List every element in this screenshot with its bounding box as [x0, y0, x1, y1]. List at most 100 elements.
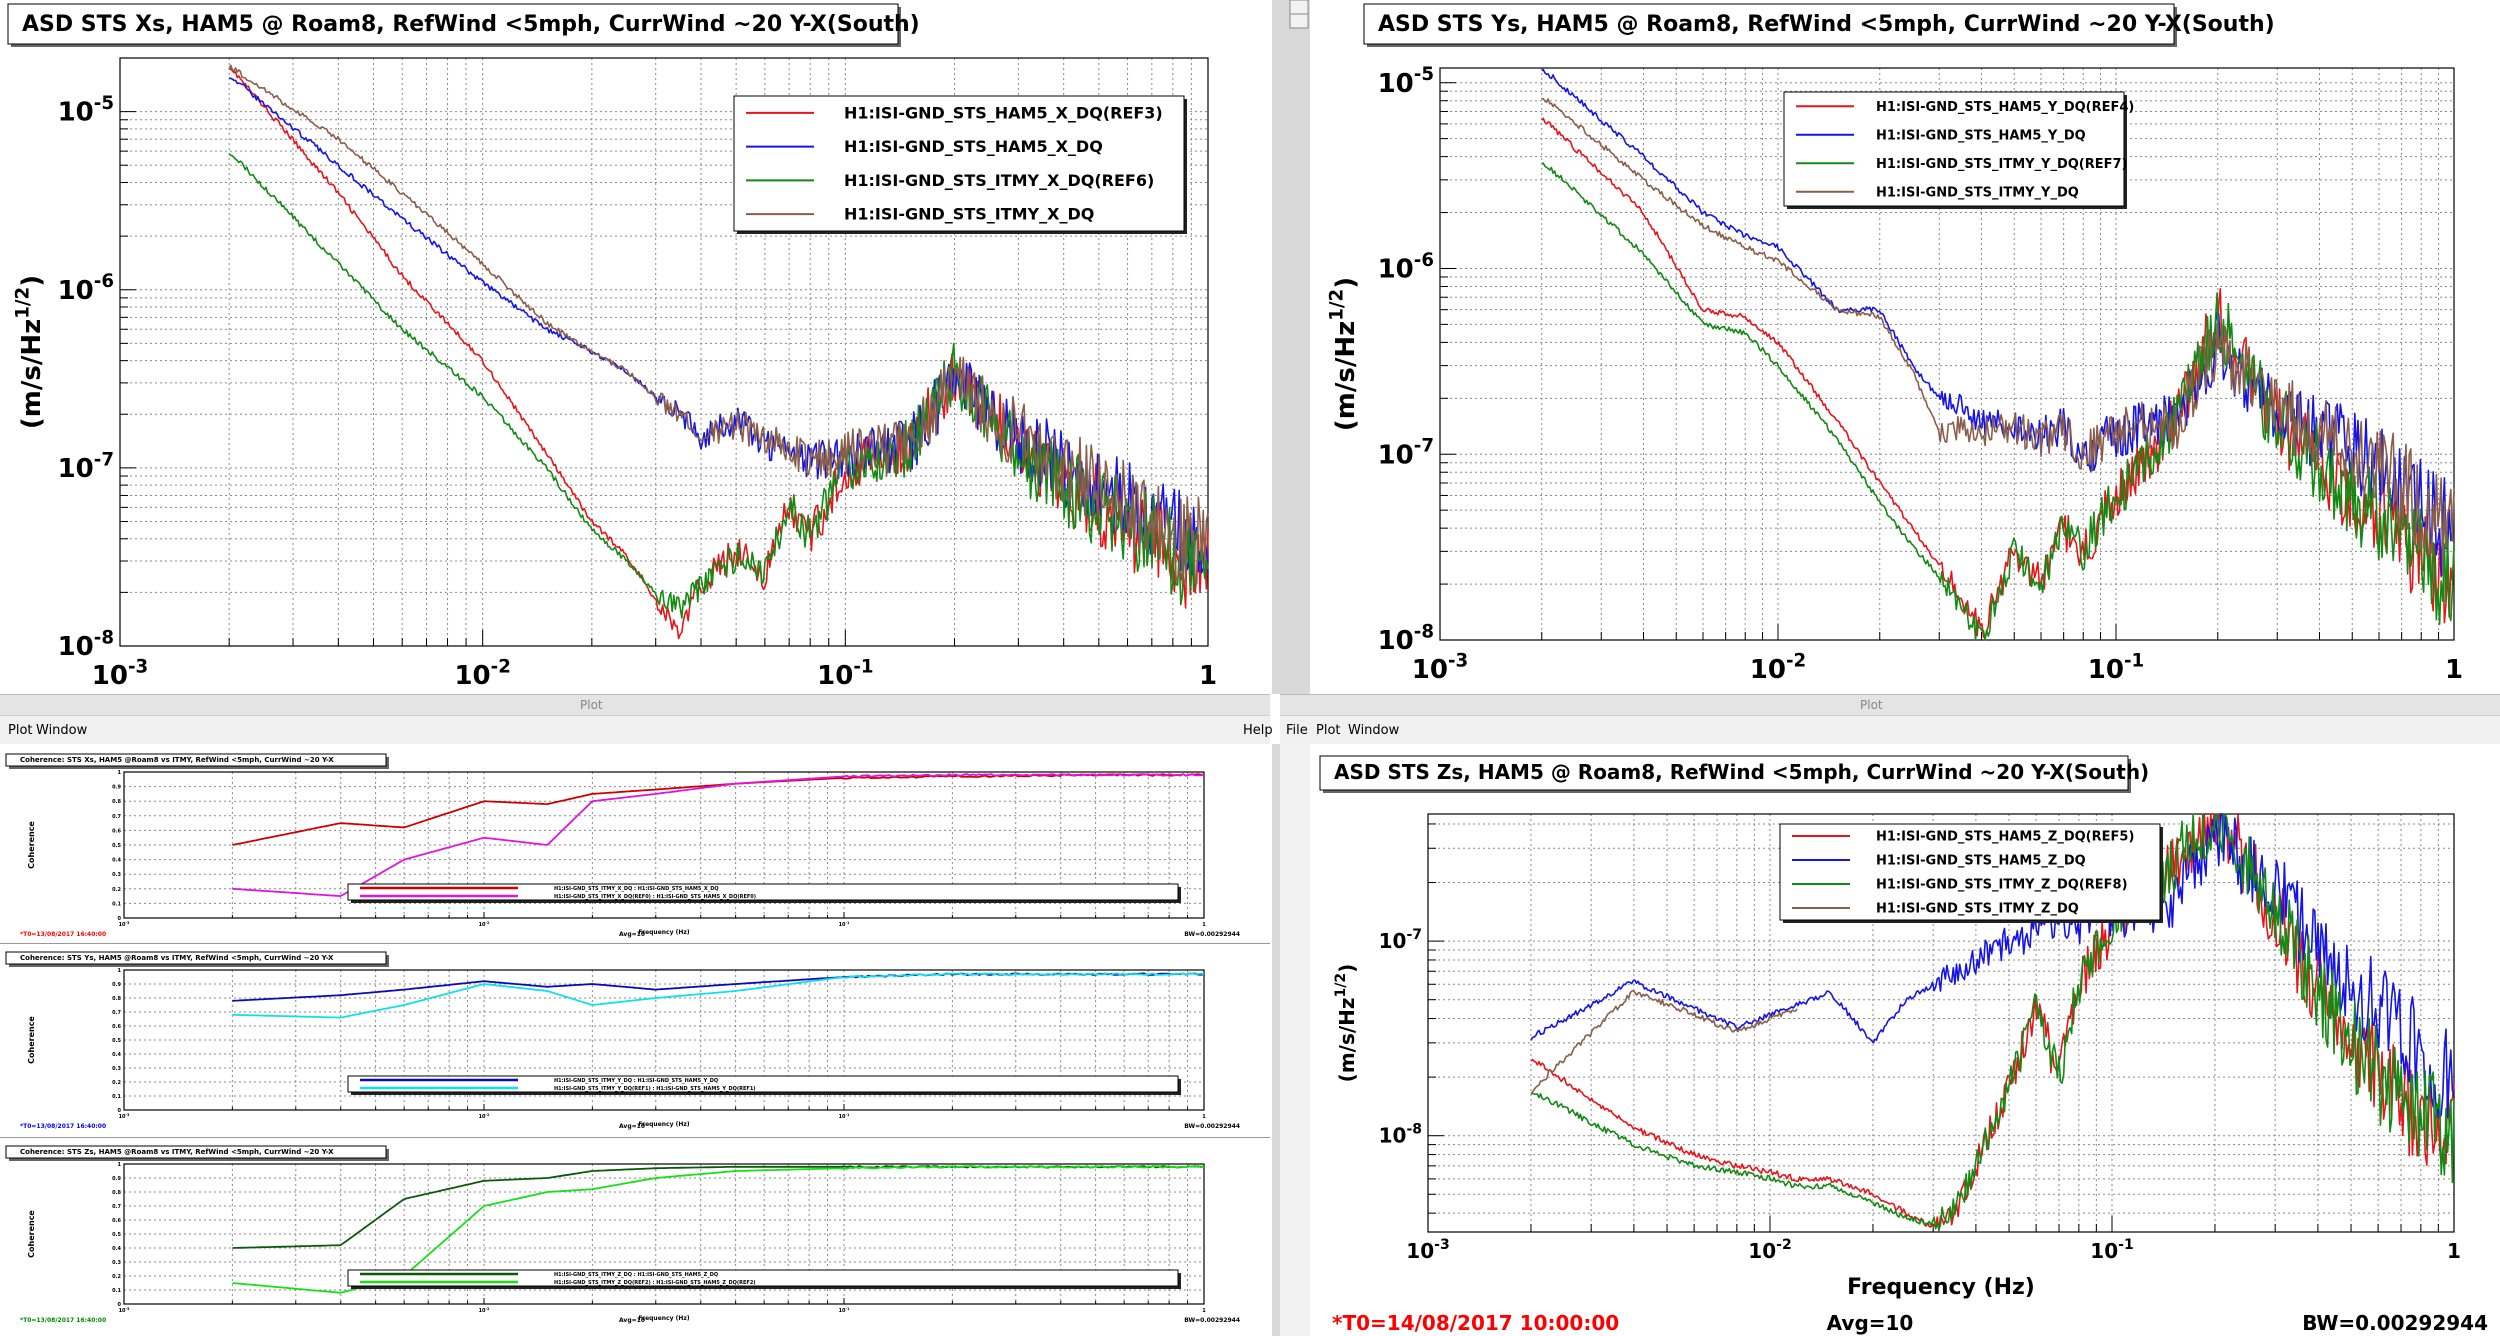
legend-box: [1783, 91, 2125, 207]
title-box: [1319, 755, 2129, 791]
y-tick-label: 1: [118, 968, 122, 974]
legend-entry: H1:ISI-GND_STS_ITMY_Y_DQ(REF1) : H1:ISI-…: [554, 1086, 756, 1092]
title-box: [7, 3, 899, 45]
x-tick-label: 10-3: [1412, 650, 1468, 685]
legend-box: [347, 1075, 1179, 1093]
legend-entry: H1:ISI-GND_STS_ITMY_Z_DQ(REF8): [1876, 878, 2128, 893]
x-tick-label: 10-1: [839, 921, 850, 928]
legend-box: [1779, 823, 2161, 921]
menu-window-right[interactable]: Window: [1348, 723, 1400, 738]
x-tick-label: 10-2: [479, 1307, 490, 1314]
x-axis-label: Frequency (Hz): [638, 929, 689, 936]
legend-entry: H1:ISI-GND_STS_HAM5_X_DQ(REF3): [844, 103, 1163, 122]
menu-plot-right[interactable]: Plot: [1316, 723, 1341, 738]
coherence-x-chart: 0 0.1 0.2 0.3 0.4 0.5 0.6 0.7 0.8 0.9 1 10-3 10-2 10-…: [0, 746, 1270, 942]
chart-title: Coherence: STS Zs, HAM5 @Roam8 vs ITMY, …: [20, 1148, 334, 1156]
chart-background: [0, 944, 1270, 1134]
chart-title: ASD STS Zs, HAM5 @ Roam8, RefWind <5mph,…: [1334, 760, 2149, 784]
y-tick-label: 0.7: [112, 1204, 121, 1210]
menu-window[interactable]: Window: [36, 723, 88, 738]
y-axis-label: Coherence: [27, 1210, 36, 1258]
y-tick-label: 10-6: [58, 271, 114, 306]
title-box: [1363, 3, 2175, 45]
y-tick-label: 0.4: [112, 858, 121, 864]
y-tick-label: 10-6: [1378, 250, 1434, 285]
plot-window-title-right: Plot: [1860, 698, 1883, 712]
footer-t0: *T0=13/08/2017 16:40:00: [20, 1123, 106, 1130]
x-axis-label: Frequency (Hz): [638, 1121, 689, 1128]
footer-t0: *T0=14/08/2017 10:00:00: [1332, 1311, 1619, 1335]
y-tick-label: 1: [118, 770, 122, 776]
legend-entry: H1:ISI-GND_STS_HAM5_Z_DQ(REF5): [1876, 830, 2134, 845]
menubar-right: File Plot Window: [1280, 716, 2500, 744]
chart-title: ASD STS Ys, HAM5 @ Roam8, RefWind <5mph,…: [1378, 12, 2275, 37]
y-axis-label: Coherence: [27, 821, 36, 869]
footer-bw: BW=0.00292944: [1184, 1123, 1240, 1130]
series-line: [1530, 813, 2455, 1120]
bottom-right-margin: [1280, 744, 1310, 1336]
chart-title: ASD STS Xs, HAM5 @ Roam8, RefWind <5mph,…: [22, 12, 920, 37]
menu-help[interactable]: Help: [1243, 723, 1273, 738]
chart-title: Coherence: STS Xs, HAM5 @Roam8 vs ITMY, …: [20, 756, 334, 764]
y-tick-label: 0.5: [112, 1232, 121, 1238]
y-tick-label: 0.4: [112, 1052, 121, 1058]
legend-entry: H1:ISI-GND_STS_ITMY_X_DQ(REF0) : H1:ISI-…: [554, 894, 756, 900]
legend-entry: H1:ISI-GND_STS_HAM5_Z_DQ: [1876, 854, 2086, 869]
plot-frame: [1439, 67, 2455, 641]
y-axis-label: (m/s/Hz1/2): [1333, 964, 1359, 1083]
legend-entry: H1:ISI-GND_STS_ITMY_Y_DQ: [1876, 185, 2079, 200]
series-line: [1541, 162, 2455, 641]
y-tick-label: 0.9: [112, 1176, 121, 1182]
y-tick-label: 10-8: [1379, 1122, 1422, 1148]
x-tick-label: 10-2: [479, 921, 490, 928]
footer-avg: Avg=10: [619, 1317, 645, 1324]
x-tick-label: 10-3: [1406, 1237, 1449, 1263]
plot-window-titlebar-right: Plot: [1280, 694, 2500, 716]
plot-window-title: Plot: [580, 698, 603, 712]
menu-plot[interactable]: Plot: [8, 723, 33, 738]
y-tick-label: 0.7: [112, 814, 121, 820]
splitter-bottom: [1272, 744, 1280, 1336]
y-tick-label: 0.6: [112, 1024, 121, 1030]
footer-bw: BW=0.00292944: [1184, 931, 1240, 938]
legend-entry: H1:ISI-GND_STS_HAM5_X_DQ: [844, 137, 1103, 156]
x-tick-label: 1: [1199, 661, 1217, 691]
plot-frame: [123, 771, 1205, 919]
y-tick-label: 0.2: [112, 1080, 121, 1086]
y-tick-label: 0.2: [112, 887, 121, 893]
title-box: [5, 1145, 387, 1159]
chart-title: Coherence: STS Ys, HAM5 @Roam8 vs ITMY, …: [20, 954, 334, 962]
title-box: [5, 753, 387, 767]
y-tick-label: 0.1: [112, 1094, 121, 1100]
plot-window-titlebar-left: Plot: [0, 694, 1270, 716]
menu-file[interactable]: File: [1286, 723, 1308, 738]
x-tick-label: 1: [1202, 1114, 1206, 1120]
y-tick-label: 0.8: [112, 1190, 121, 1196]
y-tick-label: 0.7: [112, 1010, 121, 1016]
x-tick-label: 1: [1202, 922, 1206, 928]
coherence-y-chart: 0 0.1 0.2 0.3 0.4 0.5 0.6 0.7 0.8 0.9 1 10-3 10-2 10-…: [0, 944, 1270, 1134]
asd-y-chart: 10-3 10-2 10-1 1 10-8 10-7 10-6 10-5 (m/s/Hz1/2)…: [1310, 0, 2500, 694]
y-tick-label: 10-5: [1378, 64, 1434, 99]
coherence-z-chart: 0 0.1 0.2 0.3 0.4 0.5 0.6 0.7 0.8 0.9 1 10-3 10-2 10-…: [0, 1138, 1270, 1328]
plot-frame: [123, 1163, 1205, 1305]
series-line: [232, 972, 1205, 1019]
x-tick-label: 10-3: [119, 1307, 130, 1314]
y-tick-label: 0.3: [112, 1066, 121, 1072]
y-tick-label: 10-7: [1379, 927, 1422, 953]
x-tick-label: 10-1: [2088, 650, 2144, 685]
x-tick-label: 10-2: [1748, 1237, 1791, 1263]
y-tick-label: 0: [118, 1108, 122, 1114]
y-tick-label: 10-8: [1378, 621, 1434, 656]
y-tick-label: 0.1: [112, 901, 121, 907]
x-tick-label: 10-3: [119, 1113, 130, 1120]
y-tick-label: 0.3: [112, 1260, 121, 1266]
x-tick-label: 1: [2445, 655, 2463, 685]
y-tick-label: 0: [118, 916, 122, 922]
y-tick-label: 0.4: [112, 1246, 121, 1252]
asd-x-chart: 10-3 10-2 10-1 1 10-8 10-7 10-6 10-5 (m/s/Hz1/2)…: [0, 0, 1270, 694]
menubar-left: Plot Window Help: [0, 716, 1273, 744]
x-axis-label: Frequency (Hz): [1847, 1275, 2035, 1300]
y-tick-label: 0: [118, 1302, 122, 1308]
y-axis-label: (m/s/Hz1/2): [12, 275, 47, 429]
